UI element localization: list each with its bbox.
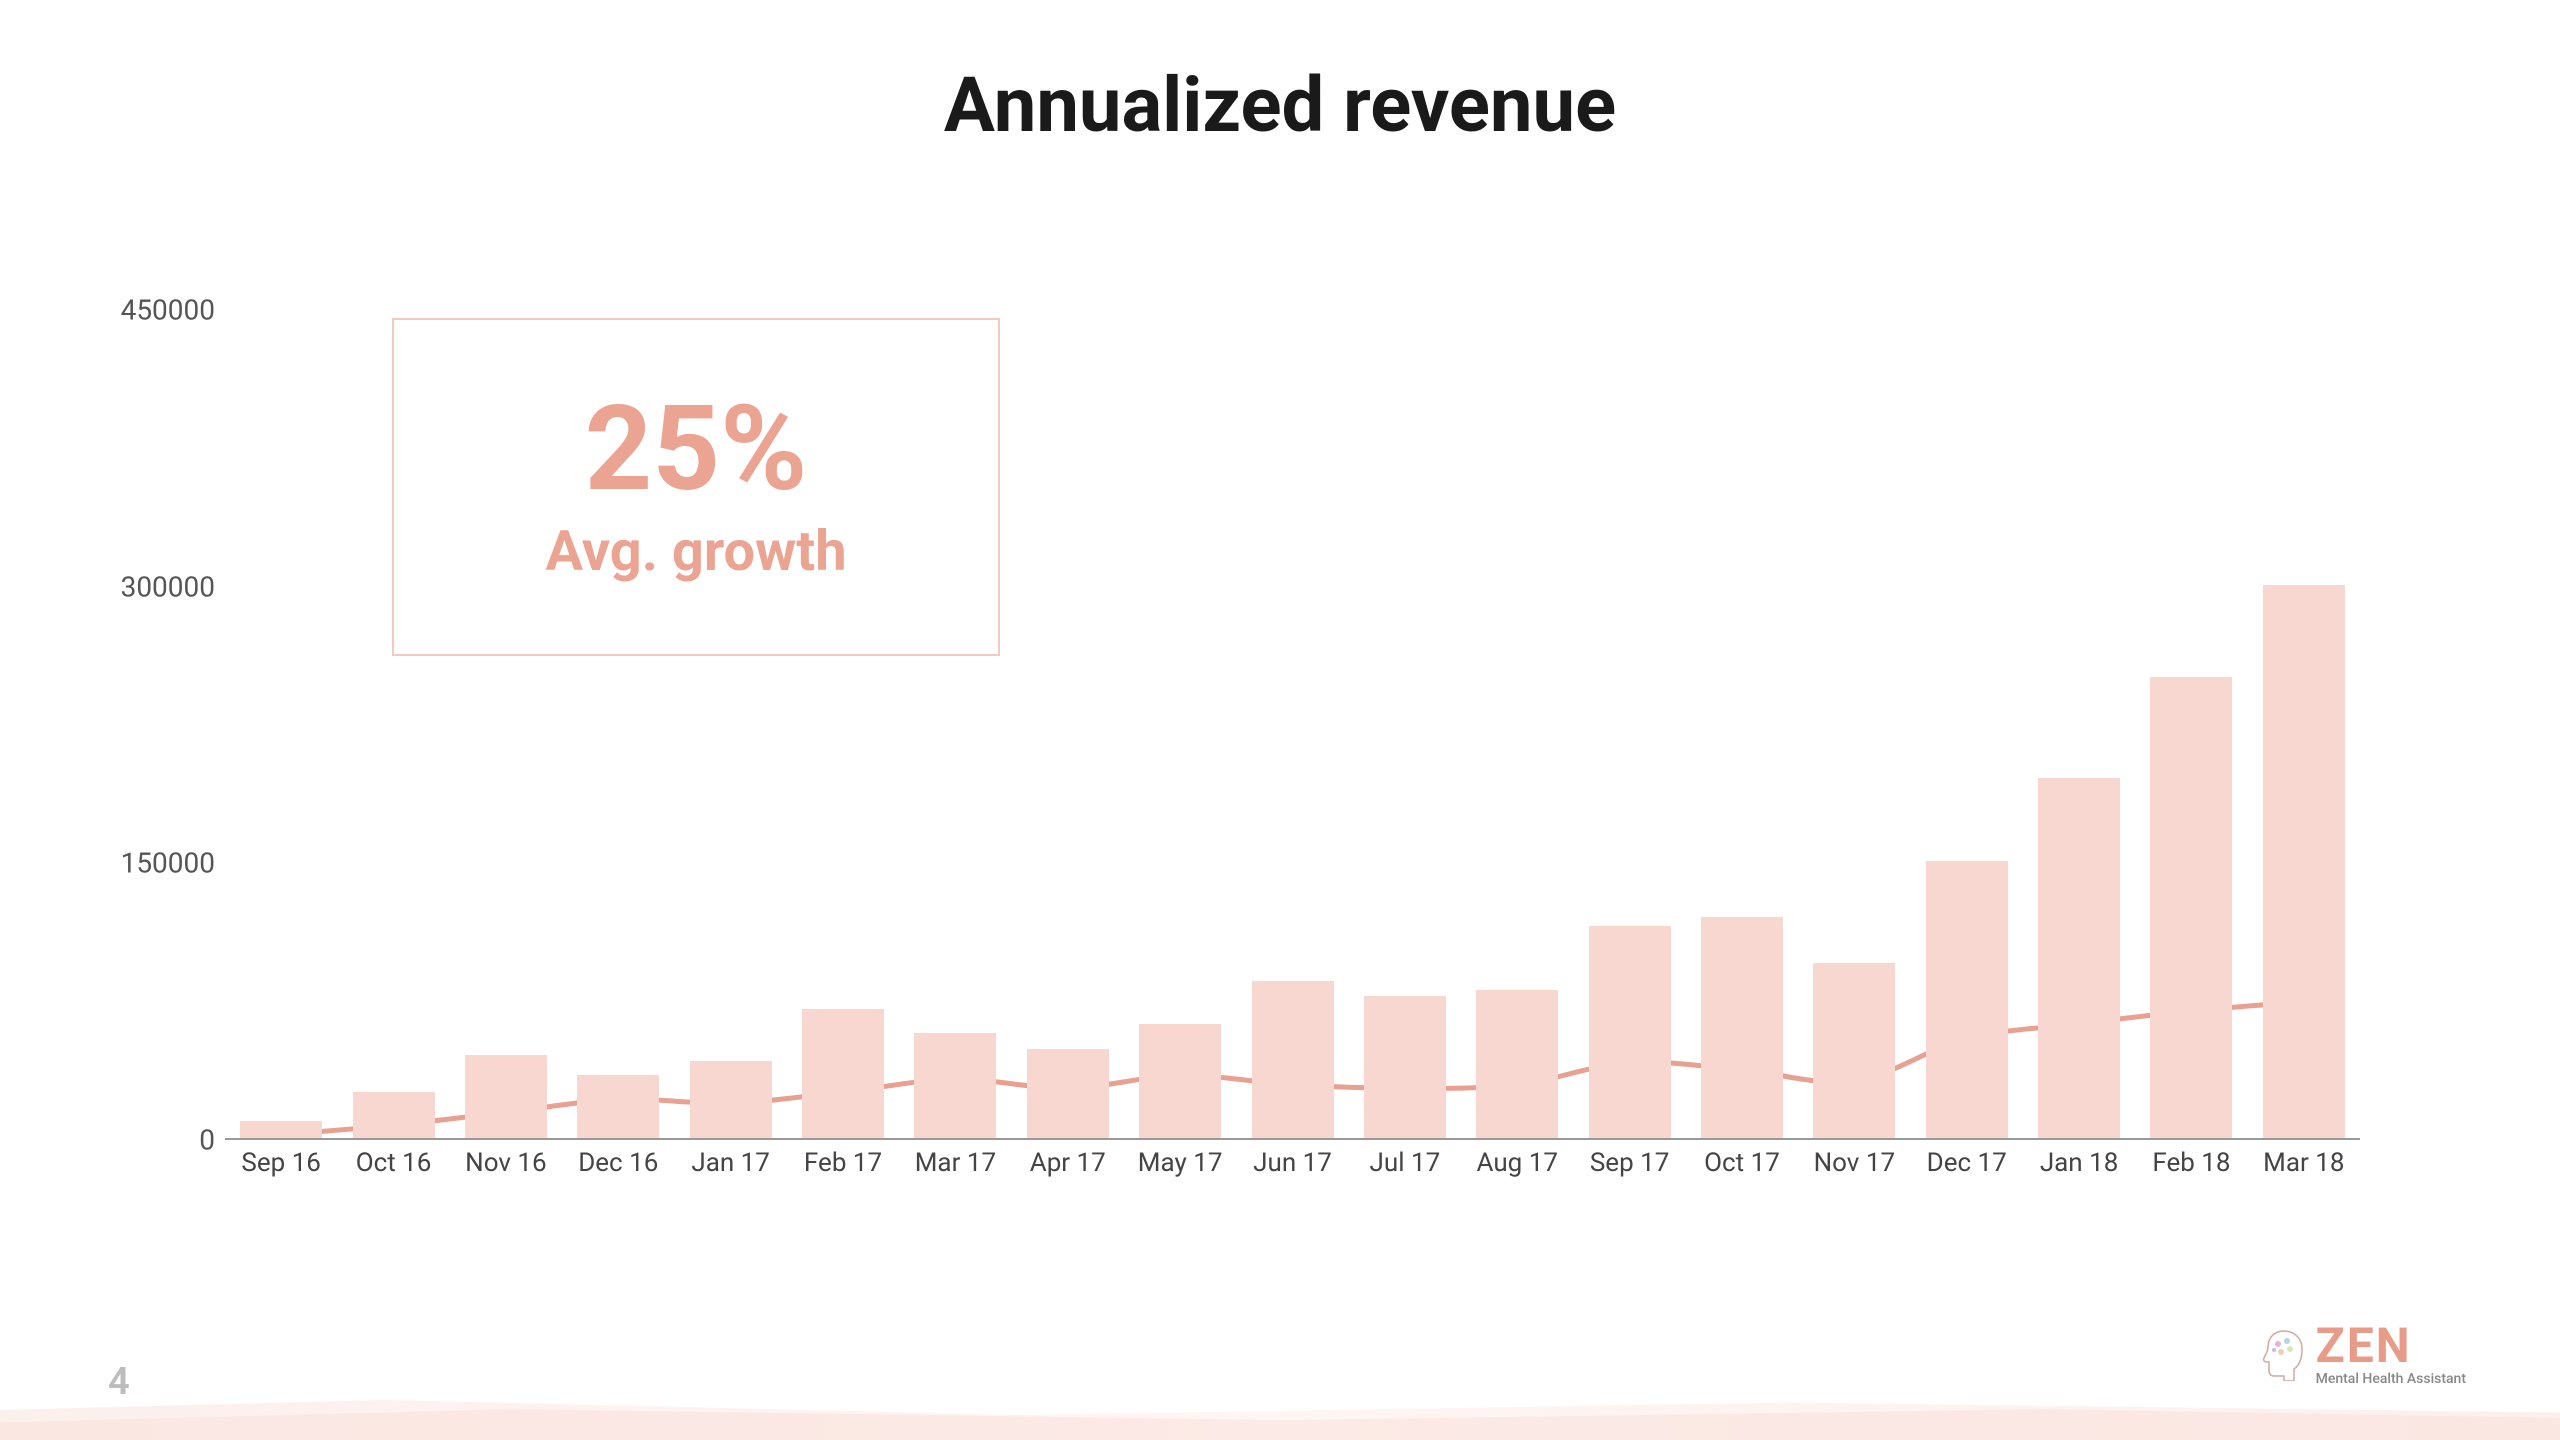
x-axis-tick-label: Mar 18 (2263, 1148, 2344, 1178)
x-axis-tick-label: Dec 17 (1927, 1148, 2007, 1178)
x-axis-tick-label: Aug 17 (1477, 1148, 1558, 1178)
x-axis-tick-label: Dec 16 (578, 1148, 658, 1178)
brain-head-icon (2260, 1327, 2306, 1381)
chart-bar (802, 1009, 884, 1138)
y-axis-tick-label: 150000 (65, 847, 215, 880)
x-axis-tick-label: Sep 16 (241, 1148, 321, 1178)
chart-bar (1813, 963, 1895, 1138)
x-axis-tick-label: Oct 17 (1704, 1148, 1780, 1178)
y-axis-tick-label: 0 (65, 1124, 215, 1157)
x-axis-tick-label: Mar 17 (915, 1148, 996, 1178)
chart-bar (1027, 1049, 1109, 1138)
chart-bar (2150, 677, 2232, 1138)
chart-bar (914, 1033, 996, 1138)
chart-bar (1252, 981, 1334, 1138)
x-axis-tick-label: Sep 17 (1590, 1148, 1670, 1178)
page-number: 4 (108, 1360, 130, 1404)
x-axis-tick-label: Apr 17 (1030, 1148, 1106, 1178)
x-axis-tick-label: Jan 17 (691, 1148, 770, 1178)
chart-bar (240, 1121, 322, 1138)
chart-bar (2263, 585, 2345, 1138)
x-axis-tick-label: Feb 18 (2152, 1148, 2230, 1178)
chart-bar (1589, 926, 1671, 1138)
chart-bar (577, 1075, 659, 1138)
chart-bar (1701, 917, 1783, 1138)
callout-label: Avg. growth (545, 518, 846, 584)
chart-bar (1364, 996, 1446, 1138)
x-axis-tick-label: Feb 17 (804, 1148, 882, 1178)
x-axis-tick-label: Nov 17 (1814, 1148, 1895, 1178)
x-axis-tick-label: Jun 17 (1253, 1148, 1332, 1178)
logo-text: ZEN (2316, 1322, 2412, 1370)
callout-value: 25% (585, 390, 808, 508)
x-axis-tick-label: Oct 16 (356, 1148, 432, 1178)
chart-bar (690, 1061, 772, 1138)
y-axis-tick-label: 450000 (65, 294, 215, 327)
x-axis-tick-label: Jul 17 (1370, 1148, 1441, 1178)
chart-bar (1139, 1024, 1221, 1138)
chart-bar (1926, 861, 2008, 1138)
slide-title: Annualized revenue (944, 60, 1616, 150)
brand-logo: ZEN Mental Health Assistant (2260, 1322, 2466, 1386)
x-axis-tick-label: May 17 (1138, 1148, 1223, 1178)
x-axis-tick-label: Nov 16 (465, 1148, 546, 1178)
y-axis-tick-label: 300000 (65, 570, 215, 603)
x-axis-tick-label: Jan 18 (2040, 1148, 2119, 1178)
chart-bar (465, 1055, 547, 1138)
growth-callout-box: 25% Avg. growth (392, 318, 1000, 656)
chart-bar (2038, 778, 2120, 1138)
logo-subtitle: Mental Health Assistant (2316, 1372, 2466, 1386)
chart-bar (353, 1092, 435, 1138)
chart-bar (1476, 990, 1558, 1138)
